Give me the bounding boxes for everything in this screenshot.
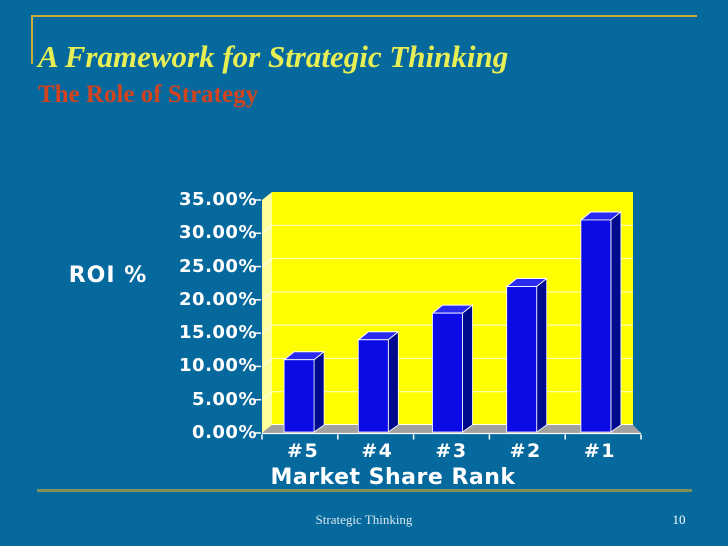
bar-front-face xyxy=(580,219,612,433)
bar-front-face xyxy=(357,339,389,433)
bar-front-face xyxy=(283,359,315,433)
bottom-rule xyxy=(37,489,692,492)
slide-title: A Framework for Strategic Thinking xyxy=(38,39,509,74)
gridline-side xyxy=(261,391,273,401)
bar-front-face xyxy=(506,286,538,433)
top-rule xyxy=(31,15,697,17)
bar-side-face xyxy=(536,277,548,433)
plot-side-wall xyxy=(262,192,272,433)
page-number: 10 xyxy=(672,512,686,527)
slide-subtitle: The Role of Strategy xyxy=(38,81,259,108)
gridline-side xyxy=(261,358,273,367)
gridline-side xyxy=(261,224,273,234)
gridline-side xyxy=(261,258,273,267)
gridline-side xyxy=(261,291,273,301)
bar-side-face xyxy=(313,350,325,433)
top-rule-corner-bracket xyxy=(31,15,33,64)
bar-side-face xyxy=(387,330,399,433)
footer-text: Strategic Thinking xyxy=(315,512,413,527)
y-axis-title: ROI % xyxy=(68,263,148,288)
x-axis-title: Market Share Rank xyxy=(270,465,516,490)
bar-side-face xyxy=(610,211,622,433)
bar-front-face xyxy=(432,312,463,433)
bar-side-face xyxy=(462,304,473,433)
gridline-side xyxy=(261,324,273,334)
